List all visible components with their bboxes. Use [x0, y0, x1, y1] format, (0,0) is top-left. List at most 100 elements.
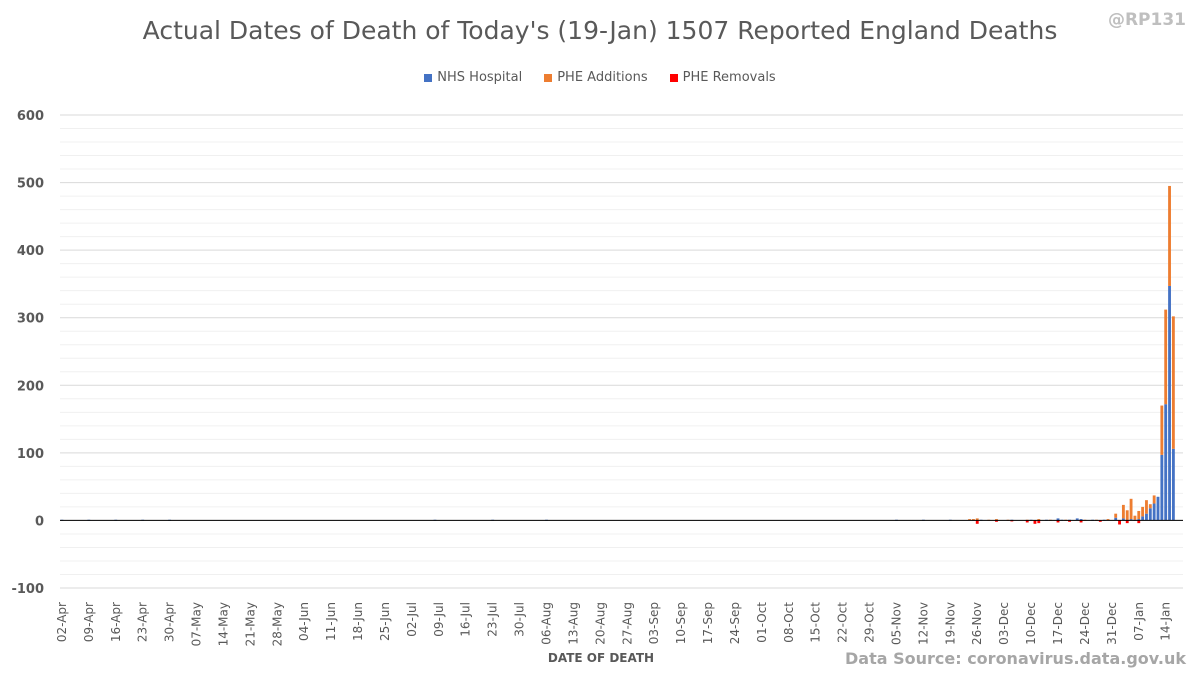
bar-phe-additions — [1152, 495, 1156, 504]
legend-label-phe-additions: PHE Additions — [557, 70, 648, 85]
legend-item-phe-additions: PHE Additions — [544, 70, 648, 85]
bar-phe-additions — [1125, 510, 1129, 521]
x-tick-label: 16-Jul — [459, 602, 473, 637]
x-tick-label: 24-Dec — [1078, 602, 1092, 645]
gridlines — [60, 114, 1183, 589]
bar-nhs-hospital — [1056, 518, 1060, 521]
x-tick-label: 07-Jan — [1132, 602, 1146, 641]
bar-phe-removals — [1137, 520, 1141, 524]
x-tick-label: 25-Jun — [378, 602, 392, 641]
x-tick-label: 23-Jul — [486, 602, 500, 637]
bar-nhs-hospital — [1171, 448, 1175, 521]
bar-phe-removals — [1025, 520, 1029, 523]
bar-nhs-hospital — [1164, 404, 1168, 521]
bar-phe-removals — [975, 520, 979, 524]
legend-item-phe-removals: PHE Removals — [669, 70, 776, 85]
bar-phe-removals — [1098, 520, 1102, 522]
y-tick-label: -100 — [11, 582, 44, 597]
bar-nhs-hospital — [1121, 518, 1125, 521]
bar-phe-additions — [975, 518, 979, 521]
legend-item-nhs-hospital: NHS Hospital — [424, 70, 522, 85]
x-tick-label: 16-Apr — [109, 602, 123, 642]
x-tick-label: 02-Jul — [405, 602, 419, 637]
bar-phe-removals — [1118, 520, 1121, 525]
bar-nhs-hospital — [1079, 519, 1083, 521]
x-tick-label: 30-Jul — [513, 602, 527, 637]
bar-phe-removals — [1037, 520, 1041, 524]
bar-phe-removals — [995, 520, 998, 522]
y-tick-label: 0 — [35, 514, 44, 529]
x-tick-label: 15-Oct — [809, 602, 823, 643]
author-handle: @RP131 — [1107, 10, 1186, 30]
y-tick-label: 500 — [17, 177, 44, 192]
bar-phe-additions — [1148, 504, 1152, 509]
x-tick-label: 06-Aug — [540, 602, 554, 645]
x-tick-label: 14-Jan — [1159, 602, 1173, 641]
x-tick-label: 26-Nov — [970, 602, 984, 645]
x-tick-label: 31-Dec — [1105, 602, 1119, 645]
x-tick-label: 23-Apr — [136, 602, 150, 642]
x-tick-label: 05-Nov — [889, 602, 903, 645]
x-tick-label: 18-Jun — [351, 602, 365, 641]
y-tick-label: 400 — [17, 244, 44, 259]
x-tick-label: 10-Dec — [1024, 602, 1038, 645]
x-tick-label: 22-Oct — [836, 602, 850, 643]
x-tick-label: 17-Sep — [701, 602, 715, 644]
bar-phe-additions — [1164, 309, 1168, 405]
x-tick-label: 03-Dec — [997, 602, 1011, 645]
bar-nhs-hospital — [1152, 503, 1156, 521]
bar-phe-additions — [1168, 185, 1171, 286]
bar-phe-removals — [1079, 520, 1083, 523]
x-tick-label: 09-Jul — [432, 602, 446, 637]
x-tick-label: 17-Dec — [1051, 602, 1065, 645]
y-tick-label: 100 — [17, 447, 44, 462]
x-tick-label: 30-Apr — [163, 602, 177, 642]
bar-phe-additions — [1037, 519, 1041, 521]
bar-phe-additions — [1114, 513, 1118, 518]
y-axis-ticks: -100 0 100 200 300 400 500 600 — [11, 109, 44, 597]
x-tick-label: 09-Apr — [82, 602, 96, 642]
data-source: Data Source: coronavirus.data.gov.uk — [845, 649, 1186, 668]
legend-label-phe-removals: PHE Removals — [682, 70, 776, 85]
x-tick-label: 20-Aug — [593, 602, 607, 645]
legend-swatch-nhs-hospital — [424, 73, 433, 82]
x-tick-label: 27-Aug — [620, 602, 634, 645]
bar-nhs-hospital — [1141, 516, 1145, 521]
bar-phe-additions — [1106, 519, 1110, 521]
x-tick-label: 24-Sep — [728, 602, 742, 644]
x-tick-label: 13-Aug — [566, 602, 580, 645]
bar-nhs-hospital — [1156, 496, 1160, 521]
x-axis-label: DATE OF DEATH — [548, 651, 654, 665]
x-tick-label: 29-Oct — [863, 602, 877, 643]
x-tick-label: 04-Jun — [297, 602, 311, 641]
legend-swatch-phe-additions — [544, 73, 553, 82]
x-tick-label: 08-Oct — [782, 602, 796, 643]
bar-phe-additions — [1121, 504, 1125, 519]
x-tick-label: 28-May — [270, 602, 284, 646]
bar-nhs-hospital — [1145, 513, 1148, 521]
x-tick-label: 03-Sep — [647, 602, 661, 644]
bar-phe-removals — [1033, 520, 1037, 524]
x-tick-label: 07-May — [190, 602, 204, 646]
bar-phe-additions — [1160, 405, 1164, 455]
bar-phe-additions — [968, 519, 971, 521]
y-tick-label: 300 — [17, 312, 44, 327]
bar-nhs-hospital — [1129, 519, 1133, 521]
chart-title: Actual Dates of Death of Today's (19-Jan… — [142, 16, 1058, 45]
x-tick-label: 02-Apr — [55, 602, 69, 642]
bar-nhs-hospital — [1075, 518, 1079, 521]
x-axis: 02-Apr 09-Apr 16-Apr 23-Apr 30-Apr 07-May 14-M… — [55, 519, 1183, 646]
bar-nhs-hospital — [1168, 285, 1171, 521]
bar-nhs-hospital — [1148, 508, 1152, 521]
y-tick-label: 200 — [17, 379, 44, 394]
bar-phe-additions — [1137, 510, 1141, 520]
bar-nhs-hospital — [1114, 517, 1118, 521]
bar-phe-additions — [1133, 515, 1137, 520]
bar-phe-additions — [995, 519, 998, 521]
bar-phe-additions — [1141, 506, 1145, 517]
bar-nhs-hospital — [1137, 519, 1141, 521]
bar-phe-additions — [1145, 500, 1148, 514]
legend-swatch-phe-removals — [669, 73, 678, 82]
x-tick-label: 14-May — [216, 602, 230, 646]
